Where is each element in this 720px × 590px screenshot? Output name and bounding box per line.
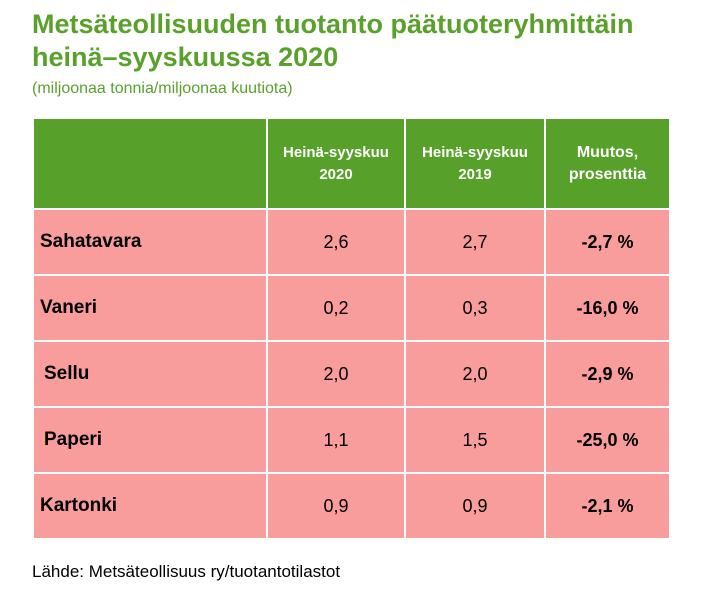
value-2020: 0,2: [266, 274, 406, 342]
row-label: Paperi: [32, 406, 268, 474]
header-2019-line-2: 2019: [458, 165, 492, 183]
header-change-line-1: Muutos,: [576, 143, 639, 161]
table-header-row: Heinä-syyskuu 2020 Heinä-syyskuu 2019 Mu…: [32, 117, 671, 210]
header-change-line-2: prosenttia: [568, 165, 647, 183]
table-row: Sahatavara 2,6 2,7 -2,7 %: [32, 208, 671, 276]
value-change: -2,1 %: [544, 472, 671, 540]
header-2020-line-2: 2020: [319, 165, 353, 183]
value-change: -2,9 %: [544, 340, 671, 408]
value-2020: 0,9: [266, 472, 406, 540]
header-change: Muutos, prosenttia: [544, 117, 671, 210]
value-2020: 1,1: [266, 406, 406, 474]
row-label: Sellu: [32, 340, 268, 408]
header-category: [32, 117, 268, 210]
table-row: Kartonki 0,9 0,9 -2,1 %: [32, 472, 671, 540]
value-2019: 0,3: [404, 274, 546, 342]
value-2019: 0,9: [404, 472, 546, 540]
value-2020: 2,0: [266, 340, 406, 408]
table-row: Sellu 2,0 2,0 -2,9 %: [32, 340, 671, 408]
row-label: Sahatavara: [32, 208, 268, 276]
table-row: Paperi 1,1 1,5 -25,0 %: [32, 406, 671, 474]
row-label: Kartonki: [32, 472, 268, 540]
value-2020: 2,6: [266, 208, 406, 276]
production-table: Heinä-syyskuu 2020 Heinä-syyskuu 2019 Mu…: [32, 117, 671, 540]
header-2020-line-1: Heinä-syyskuu: [283, 143, 389, 161]
source-note: Lähde: Metsäteollisuus ry/tuotantotilast…: [32, 562, 341, 581]
table-row: Vaneri 0,2 0,3 -16,0 %: [32, 274, 671, 342]
page-subtitle: (miljoonaa tonnia/miljoonaa kuutiota): [32, 80, 293, 97]
value-change: -16,0 %: [544, 274, 671, 342]
row-label: Vaneri: [32, 274, 268, 342]
page-title: Metsäteollisuuden tuotanto päätuoteryhmi…: [32, 8, 712, 74]
value-2019: 2,0: [404, 340, 546, 408]
title-line-2: heinä–syyskuussa 2020: [32, 42, 339, 72]
title-line-1: Metsäteollisuuden tuotanto päätuoteryhmi…: [32, 9, 634, 39]
value-2019: 1,5: [404, 406, 546, 474]
value-2019: 2,7: [404, 208, 546, 276]
header-2020: Heinä-syyskuu 2020: [266, 117, 406, 210]
header-2019: Heinä-syyskuu 2019: [404, 117, 546, 210]
value-change: -2,7 %: [544, 208, 671, 276]
header-2019-line-1: Heinä-syyskuu: [422, 143, 528, 161]
value-change: -25,0 %: [544, 406, 671, 474]
